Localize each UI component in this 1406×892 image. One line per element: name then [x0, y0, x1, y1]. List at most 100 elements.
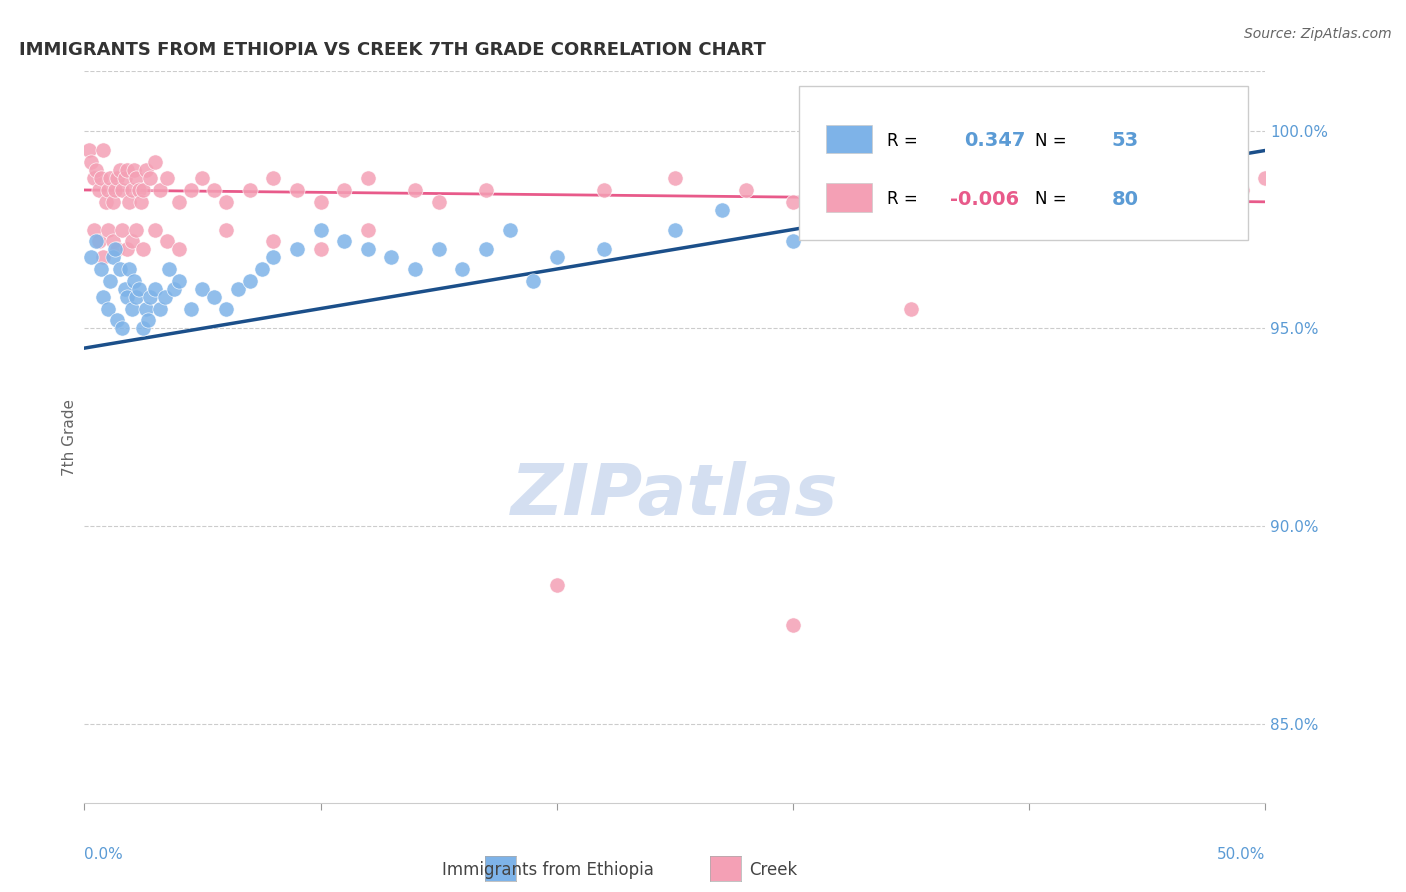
Text: 0.0%: 0.0% [84, 847, 124, 862]
Point [1088, 116, 1111, 130]
Point [91, 290, 114, 304]
Point [475, 242, 498, 256]
Point [87, 183, 110, 197]
Point [143, 155, 166, 169]
Point [98, 171, 121, 186]
Point [333, 235, 356, 249]
Point [262, 235, 284, 249]
Point [114, 171, 136, 186]
Point [1136, 183, 1159, 197]
Point [167, 194, 190, 209]
Point [1254, 171, 1277, 186]
Point [107, 171, 129, 186]
Point [132, 242, 155, 256]
Point [782, 194, 804, 209]
Point [309, 222, 332, 236]
Point [84, 235, 107, 249]
Point [900, 171, 922, 186]
Point [129, 194, 152, 209]
Point [104, 242, 127, 256]
Text: 0.347: 0.347 [965, 131, 1025, 151]
Point [128, 183, 150, 197]
Text: Source: ZipAtlas.com: Source: ZipAtlas.com [1244, 27, 1392, 41]
Text: 80: 80 [1112, 190, 1139, 209]
Point [285, 242, 308, 256]
Text: N =: N = [1035, 132, 1071, 150]
Point [121, 301, 143, 316]
Point [111, 321, 134, 335]
Point [239, 183, 262, 197]
Point [77, 144, 100, 158]
Point [167, 242, 190, 256]
Point [215, 301, 238, 316]
Point [149, 301, 172, 316]
Point [143, 222, 166, 236]
Point [94, 194, 117, 209]
Point [202, 290, 225, 304]
Point [132, 321, 155, 335]
Point [121, 183, 143, 197]
Point [180, 183, 202, 197]
Point [239, 274, 262, 288]
Point [115, 163, 138, 178]
Point [711, 202, 734, 217]
Point [118, 194, 141, 209]
Point [118, 262, 141, 277]
Point [285, 183, 308, 197]
Point [498, 222, 520, 236]
Point [87, 235, 110, 249]
Point [157, 262, 180, 277]
Point [139, 171, 162, 186]
Point [135, 301, 157, 316]
Point [593, 242, 616, 256]
Point [84, 163, 107, 178]
Text: -0.006: -0.006 [950, 190, 1019, 209]
Text: Creek: Creek [749, 861, 797, 879]
Point [1066, 183, 1088, 197]
Text: Immigrants from Ethiopia: Immigrants from Ethiopia [443, 861, 654, 879]
Point [114, 282, 136, 296]
Point [262, 250, 284, 264]
Point [83, 171, 105, 186]
Point [101, 250, 124, 264]
Point [125, 171, 148, 186]
Point [115, 242, 138, 256]
Text: R =: R = [887, 190, 924, 209]
Point [128, 282, 150, 296]
Point [427, 242, 450, 256]
Point [121, 235, 143, 249]
FancyBboxPatch shape [827, 125, 872, 153]
Text: ZIPatlas: ZIPatlas [512, 461, 838, 530]
Point [357, 242, 380, 256]
Point [593, 183, 616, 197]
Point [215, 222, 238, 236]
Point [546, 250, 568, 264]
Point [782, 618, 804, 632]
Text: R =: R = [887, 132, 924, 150]
Point [108, 163, 131, 178]
Point [149, 183, 172, 197]
Point [1160, 171, 1182, 186]
Point [83, 222, 105, 236]
Point [546, 578, 568, 592]
Point [664, 222, 686, 236]
Point [97, 301, 120, 316]
Point [250, 262, 273, 277]
Point [108, 262, 131, 277]
Point [97, 222, 120, 236]
Point [91, 144, 114, 158]
Point [830, 183, 852, 197]
Point [404, 183, 426, 197]
Point [80, 155, 103, 169]
Point [90, 171, 112, 186]
Point [104, 183, 127, 197]
Point [404, 262, 426, 277]
Point [357, 171, 380, 186]
Point [125, 222, 148, 236]
Point [122, 163, 145, 178]
Point [664, 171, 686, 186]
Point [111, 183, 134, 197]
Point [156, 235, 179, 249]
Point [98, 274, 121, 288]
Point [180, 301, 202, 316]
